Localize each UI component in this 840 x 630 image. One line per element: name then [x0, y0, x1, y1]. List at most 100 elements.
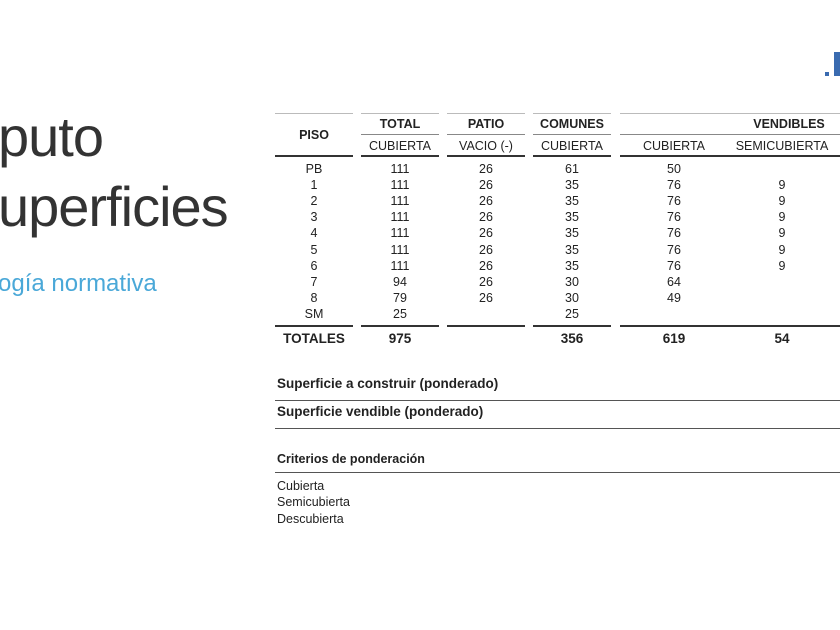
table-cell: 8	[310, 290, 318, 305]
table-cell: 26	[479, 178, 493, 193]
table-cell: 26	[479, 242, 493, 257]
table-cell: 35	[565, 194, 579, 209]
table-cell: 1	[310, 178, 318, 193]
column-header: PATIO	[467, 117, 505, 131]
table-cell: 26	[479, 258, 493, 273]
column-header: VENDIBLES	[753, 117, 825, 131]
summary-label: Superficie a construir (ponderado)	[277, 376, 499, 391]
total-cell: 356	[560, 331, 584, 346]
column-subheader: CUBIERTA	[642, 139, 706, 153]
total-cell: 975	[388, 331, 412, 346]
table-cell: 64	[667, 274, 681, 289]
table-cell: 35	[565, 226, 579, 241]
table-cell: 30	[565, 274, 579, 289]
table-cell: 111	[390, 242, 410, 257]
table-cell: 30	[565, 290, 579, 305]
rule	[275, 400, 840, 401]
rule	[533, 113, 611, 114]
rule	[533, 134, 611, 135]
table-cell: 35	[565, 210, 579, 225]
rule	[447, 325, 525, 327]
rule	[275, 113, 353, 114]
column-subheader: CUBIERTA	[368, 139, 432, 153]
table-cell: 111	[390, 194, 410, 209]
rule	[533, 325, 611, 327]
rule	[275, 428, 840, 429]
total-cell: 54	[774, 331, 790, 346]
table-cell: 26	[479, 194, 493, 209]
rule	[361, 325, 439, 327]
table-cell: 111	[390, 162, 410, 176]
rule	[620, 113, 840, 114]
table-cell: 111	[390, 178, 410, 193]
rule	[361, 155, 439, 157]
table-cell: 25	[393, 306, 407, 321]
table-cell: 76	[667, 178, 681, 193]
table-cell: 26	[479, 274, 493, 289]
table-cell: 26	[479, 162, 493, 176]
rule	[275, 155, 353, 157]
table-cell: 76	[667, 258, 681, 273]
criteria-item: Descubierta	[277, 512, 344, 526]
logo-fragment	[825, 52, 840, 76]
rule	[361, 134, 439, 135]
total-cell: TOTALES	[283, 331, 345, 346]
title-line: uperficies	[0, 175, 229, 238]
summary-label: Superficie vendible (ponderado)	[277, 404, 484, 419]
table-cell: 111	[390, 210, 410, 225]
table-cell: 3	[310, 210, 318, 225]
column-subheader: CUBIERTA	[540, 139, 604, 153]
column-header: COMUNES	[540, 117, 604, 131]
rule	[275, 325, 353, 327]
table-cell: SM	[304, 306, 324, 321]
criteria-item: Cubierta	[277, 479, 325, 493]
table-cell: 94	[393, 274, 407, 289]
column-header: PISO	[299, 128, 329, 142]
total-cell: 619	[662, 331, 686, 346]
rule	[447, 155, 525, 157]
table-cell: 26	[479, 210, 493, 225]
rule	[620, 134, 840, 135]
table-cell: 50	[667, 162, 681, 176]
table-cell: 2	[310, 194, 318, 209]
table-cell: 9	[778, 242, 786, 257]
table-cell: 35	[565, 178, 579, 193]
table-cell: 76	[667, 242, 681, 257]
table-cell: 26	[479, 290, 493, 305]
criteria-item: Semicubierta	[277, 495, 350, 509]
table-cell: 25	[565, 306, 579, 321]
column-subheader: SEMICUBIERTA	[735, 139, 829, 153]
table-cell: 111	[390, 258, 410, 273]
rule	[620, 155, 840, 157]
table-cell: 35	[565, 258, 579, 273]
table-cell: 9	[778, 194, 786, 209]
table-cell: 76	[667, 226, 681, 241]
subtitle: ogía normativa	[0, 270, 157, 297]
table-cell: 9	[778, 258, 786, 273]
table-cell: PB	[305, 162, 323, 176]
title-line: puto	[0, 105, 104, 168]
table-cell: 76	[667, 210, 681, 225]
column-subheader: VACIO (-)	[459, 139, 513, 153]
table-cell: 9	[778, 210, 786, 225]
criteria-title: Criterios de ponderación	[277, 452, 425, 466]
rule	[275, 472, 840, 473]
rule	[361, 113, 439, 114]
column-header: TOTAL	[379, 117, 421, 131]
table-cell: 26	[479, 226, 493, 241]
table-cell: 9	[778, 178, 786, 193]
table-cell: 79	[393, 290, 407, 305]
table-cell: 61	[565, 162, 579, 176]
table-cell: 5	[310, 242, 318, 257]
rule	[620, 325, 840, 327]
rule	[447, 134, 525, 135]
rule	[533, 155, 611, 157]
table-cell: 49	[667, 290, 681, 305]
table-cell: 111	[390, 226, 410, 241]
rule	[447, 113, 525, 114]
table-cell: 9	[778, 226, 786, 241]
table-cell: 7	[310, 274, 318, 289]
table-cell: 35	[565, 242, 579, 257]
table-cell: 76	[667, 194, 681, 209]
